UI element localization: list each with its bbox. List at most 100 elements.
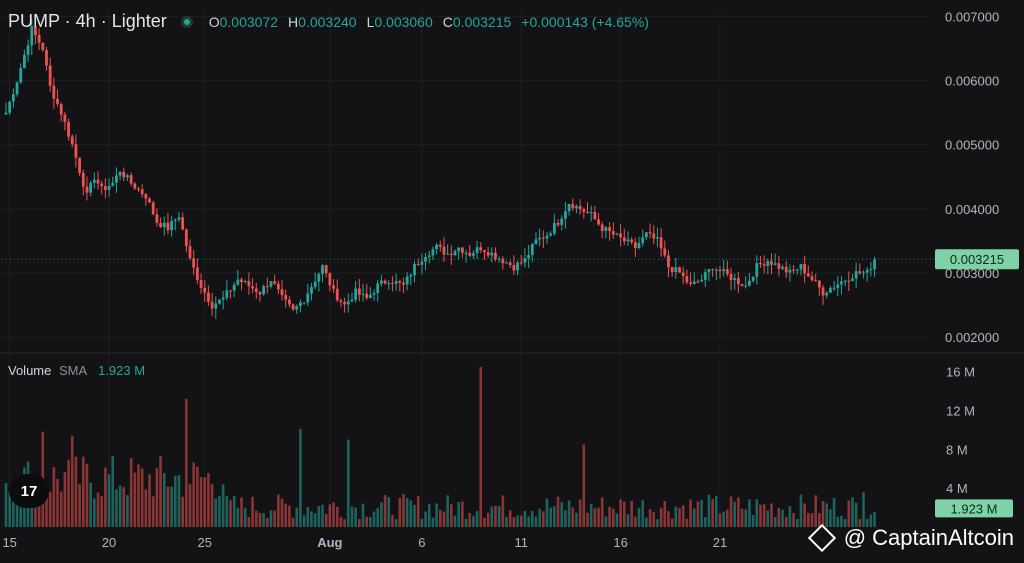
candle-body bbox=[122, 172, 126, 178]
candle-body bbox=[777, 263, 781, 269]
volume-bar bbox=[479, 366, 483, 527]
volume-bar bbox=[641, 500, 644, 527]
candle-body bbox=[475, 247, 479, 254]
candle-body bbox=[34, 26, 37, 35]
volume-bar bbox=[814, 495, 817, 527]
candle-body bbox=[276, 283, 280, 290]
volume-bar bbox=[851, 497, 854, 527]
volume-bar bbox=[380, 502, 383, 527]
volume-bar bbox=[442, 511, 446, 527]
volume-bar bbox=[435, 503, 438, 527]
volume-bar bbox=[148, 474, 151, 527]
volume-bar bbox=[225, 495, 229, 527]
candle-body bbox=[184, 229, 188, 246]
volume-bar bbox=[873, 511, 876, 527]
candle-body bbox=[674, 267, 678, 273]
volume-bar bbox=[254, 510, 258, 527]
candle-body bbox=[409, 275, 413, 277]
candle-body bbox=[8, 101, 12, 113]
candle-body bbox=[394, 281, 398, 284]
volume-bar bbox=[170, 486, 173, 527]
volume-bar bbox=[4, 483, 8, 527]
candle-body bbox=[273, 281, 277, 284]
candle-body bbox=[681, 272, 685, 277]
candle-body bbox=[854, 271, 858, 279]
price-axis-tick: 0.005000 bbox=[945, 138, 999, 153]
time-axis-tick: Aug bbox=[317, 535, 342, 550]
volume-bar bbox=[376, 508, 380, 527]
volume-bar bbox=[497, 505, 501, 527]
candle-body bbox=[232, 284, 236, 291]
volume-bar bbox=[328, 504, 332, 527]
candle-body bbox=[733, 278, 737, 280]
candle-body bbox=[291, 304, 295, 310]
volume-bar bbox=[545, 498, 549, 527]
candle-body bbox=[236, 279, 240, 285]
volume-bar bbox=[678, 508, 681, 527]
volume-bar bbox=[744, 509, 748, 527]
volume-bar bbox=[335, 506, 339, 527]
candle-body bbox=[67, 122, 70, 137]
candle-body bbox=[321, 265, 324, 274]
volume-bar bbox=[59, 491, 63, 527]
volume-bar bbox=[516, 515, 519, 527]
price-change: +0.000143 (+4.65%) bbox=[521, 13, 649, 30]
volume-bar bbox=[494, 505, 497, 527]
volume-bar bbox=[630, 500, 633, 527]
volume-bar bbox=[306, 507, 310, 527]
candle-body bbox=[784, 266, 788, 273]
candle-body bbox=[162, 222, 166, 228]
volume-bar bbox=[571, 507, 575, 527]
volume-bar bbox=[549, 507, 552, 527]
volume-bar bbox=[450, 504, 453, 527]
volume-bar bbox=[865, 518, 869, 527]
candle-body bbox=[792, 269, 795, 271]
candle-body bbox=[343, 301, 346, 305]
volume-bar bbox=[118, 485, 122, 527]
candle-body bbox=[335, 288, 339, 301]
symbol-title[interactable]: PUMP · 4h · Lighter bbox=[8, 11, 167, 31]
candle-body bbox=[755, 263, 759, 277]
market-status-icon bbox=[180, 15, 193, 28]
volume-axis-tick: 16 M bbox=[946, 365, 975, 380]
candle-body bbox=[299, 302, 302, 307]
candle-body bbox=[505, 262, 508, 264]
volume-bar bbox=[656, 519, 659, 527]
volume-bar bbox=[63, 472, 67, 527]
volume-bar bbox=[372, 511, 376, 527]
volume-bar bbox=[542, 511, 545, 527]
volume-bar bbox=[626, 514, 630, 527]
volume-bar bbox=[475, 511, 479, 527]
candle-body bbox=[534, 239, 538, 245]
volume-bar bbox=[111, 455, 115, 527]
volume-bar bbox=[236, 507, 240, 527]
candle-body bbox=[188, 245, 192, 259]
candle-body bbox=[865, 269, 869, 273]
last-price-tag bbox=[935, 249, 1019, 270]
candle-body bbox=[589, 212, 593, 214]
volume-bar bbox=[358, 519, 361, 527]
candle-body bbox=[192, 258, 196, 268]
binance-icon bbox=[807, 523, 836, 553]
candle-body bbox=[847, 280, 851, 282]
price-axis-tick: 0.003000 bbox=[945, 266, 999, 281]
volume-bar bbox=[818, 513, 821, 527]
volume-bar bbox=[387, 497, 391, 527]
price-axis-tick: 0.006000 bbox=[945, 74, 999, 89]
volume-bar bbox=[825, 503, 829, 527]
volume-bar bbox=[795, 519, 799, 527]
candle-body bbox=[376, 283, 380, 294]
tradingview-logo-icon[interactable]: 17 bbox=[9, 474, 49, 508]
candle-body bbox=[718, 269, 722, 272]
high-value: H0.003240 bbox=[288, 13, 357, 30]
volume-sma-value: 1.923 M bbox=[98, 363, 146, 378]
candle-body bbox=[840, 281, 843, 285]
volume-legend[interactable]: Volume SMA 1.923 M bbox=[8, 363, 145, 378]
candle-body bbox=[446, 253, 450, 255]
candle-body bbox=[140, 189, 144, 195]
candle-body bbox=[240, 279, 243, 283]
candle-body bbox=[284, 295, 288, 300]
volume-bar bbox=[104, 467, 107, 527]
volume-bar bbox=[45, 485, 48, 527]
